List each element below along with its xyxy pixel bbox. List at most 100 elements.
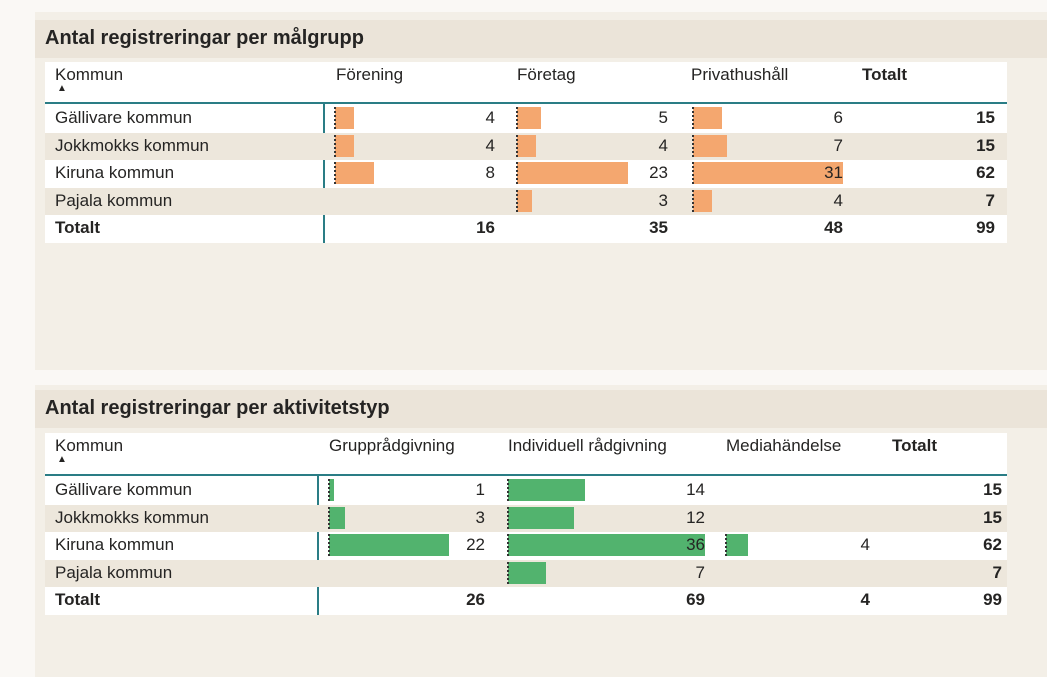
row-label: Totalt bbox=[55, 590, 101, 609]
cell-value: 31 bbox=[824, 163, 843, 182]
data-bar bbox=[517, 134, 537, 157]
data-bar bbox=[517, 189, 532, 212]
cell-value: 69 bbox=[686, 590, 705, 609]
data-bar bbox=[693, 189, 713, 212]
bar-origin bbox=[725, 534, 727, 556]
cell-value: 14 bbox=[686, 480, 705, 499]
bar-origin bbox=[334, 162, 336, 184]
bar-origin bbox=[516, 107, 518, 129]
row-label: Jokkmokks kommun bbox=[55, 135, 209, 155]
bar-origin bbox=[516, 189, 518, 212]
data-bar bbox=[693, 162, 843, 184]
cell-value: 26 bbox=[466, 590, 485, 609]
row-label: Kiruna kommun bbox=[55, 535, 175, 554]
cell-value: 16 bbox=[476, 218, 495, 237]
row-total: 62 bbox=[976, 163, 995, 182]
cell-value: 4 bbox=[485, 108, 495, 127]
cell-value: 3 bbox=[475, 507, 485, 527]
column-line bbox=[317, 474, 319, 615]
row-total: 15 bbox=[983, 480, 1002, 499]
cell-value: 7 bbox=[695, 562, 705, 582]
sort-arrow: ▲ bbox=[57, 83, 67, 94]
cell-value: 7 bbox=[833, 135, 843, 155]
column-header: Privathushåll bbox=[691, 65, 789, 84]
column-header: Individuell rådgivning bbox=[508, 436, 667, 455]
cell-value: 48 bbox=[824, 218, 843, 237]
title-bar bbox=[35, 20, 1047, 58]
data-bar bbox=[517, 107, 542, 129]
column-header: Företag bbox=[517, 65, 576, 84]
bar-origin bbox=[328, 479, 330, 501]
cell-value: 8 bbox=[485, 163, 495, 182]
data-bar bbox=[335, 162, 374, 184]
row-total: 7 bbox=[985, 190, 995, 210]
column-header: Kommun bbox=[55, 436, 124, 455]
bar-origin bbox=[507, 479, 509, 501]
data-bar bbox=[329, 479, 335, 501]
column-header: Mediahändelse bbox=[726, 436, 842, 455]
column-header: Totalt bbox=[862, 65, 908, 84]
row-label: Pajala kommun bbox=[55, 190, 173, 210]
header-line bbox=[45, 474, 1007, 476]
row-label: Jokkmokks kommun bbox=[55, 507, 209, 527]
column-header: Grupprådgivning bbox=[329, 436, 455, 455]
bar-origin bbox=[692, 189, 694, 212]
bar-origin bbox=[507, 561, 509, 584]
sort-arrow: ▲ bbox=[57, 454, 67, 465]
cell-value: 6 bbox=[833, 108, 843, 127]
row-total: 62 bbox=[983, 535, 1002, 554]
data-bar bbox=[329, 506, 346, 529]
column-header: Kommun bbox=[55, 65, 124, 84]
row-total: 15 bbox=[976, 135, 995, 155]
column-line bbox=[323, 102, 325, 243]
bar-origin bbox=[692, 162, 694, 184]
data-bar bbox=[508, 561, 547, 584]
row-label: Kiruna kommun bbox=[55, 163, 175, 182]
data-bar bbox=[693, 134, 727, 157]
data-bar bbox=[517, 162, 629, 184]
data-bar bbox=[335, 134, 355, 157]
bar-origin bbox=[692, 107, 694, 129]
header-line bbox=[45, 102, 1007, 104]
bar-origin bbox=[334, 134, 336, 157]
cell-value: 36 bbox=[686, 535, 705, 554]
cell-value: 4 bbox=[658, 135, 668, 155]
bar-origin bbox=[334, 107, 336, 129]
data-bar bbox=[335, 107, 355, 129]
row-label: Gällivare kommun bbox=[55, 108, 192, 127]
data-bar bbox=[508, 506, 574, 529]
data-bar bbox=[329, 534, 450, 556]
bar-origin bbox=[516, 162, 518, 184]
cell-value: 4 bbox=[485, 135, 495, 155]
row-total: 15 bbox=[976, 108, 995, 127]
cell-value: 23 bbox=[649, 163, 668, 182]
bar-origin bbox=[692, 134, 694, 157]
cell-value: 4 bbox=[860, 590, 870, 609]
bar-origin bbox=[507, 506, 509, 529]
cell-value: 12 bbox=[686, 507, 705, 527]
data-bar bbox=[726, 534, 748, 556]
table-title: Antal registreringar per målgrupp bbox=[45, 27, 364, 49]
data-bar bbox=[693, 107, 723, 129]
row-total: 7 bbox=[992, 562, 1002, 582]
bar-origin bbox=[328, 506, 330, 529]
data-bar bbox=[508, 534, 705, 556]
bar-origin bbox=[516, 134, 518, 157]
cell-value: 4 bbox=[833, 190, 843, 210]
table-title: Antal registreringar per aktivitetstyp bbox=[45, 397, 390, 419]
column-header: Totalt bbox=[892, 436, 938, 455]
cell-value: 35 bbox=[649, 218, 668, 237]
bar-origin bbox=[328, 534, 330, 556]
cell-value: 3 bbox=[658, 190, 668, 210]
row-label: Pajala kommun bbox=[55, 562, 173, 582]
row-label: Gällivare kommun bbox=[55, 480, 192, 499]
row-total: 15 bbox=[983, 507, 1002, 527]
row-total: 99 bbox=[983, 590, 1002, 609]
cell-value: 22 bbox=[466, 535, 485, 554]
row-label: Totalt bbox=[55, 218, 101, 237]
cell-value: 1 bbox=[475, 480, 485, 499]
title-bar bbox=[35, 390, 1047, 428]
data-bar bbox=[508, 479, 585, 501]
row-total: 99 bbox=[976, 218, 995, 237]
